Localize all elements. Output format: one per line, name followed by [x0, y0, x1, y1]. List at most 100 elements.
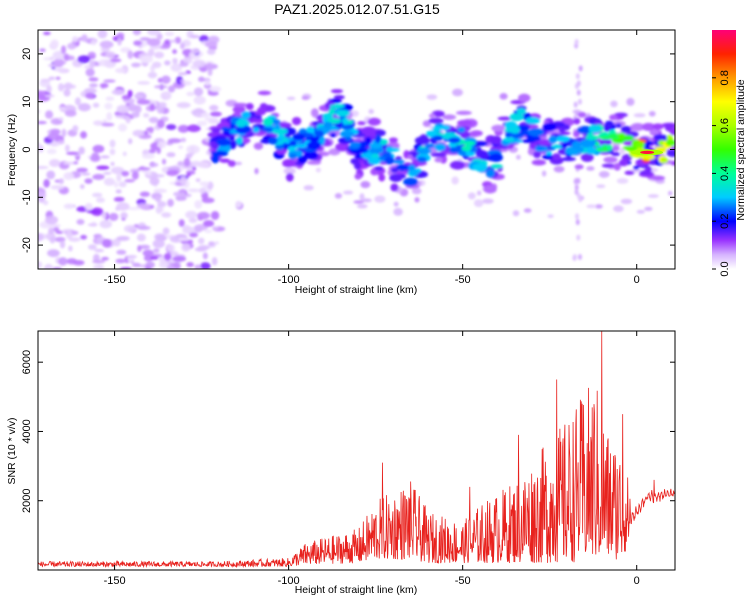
- spectrogram-cell: [86, 209, 101, 214]
- spectrogram-cell: [428, 117, 444, 124]
- spectrogram-cell: [44, 263, 54, 269]
- spectrogram-cell: [57, 83, 65, 92]
- spectrogram-cell: [208, 241, 215, 246]
- spectrogram-cell: [55, 76, 61, 80]
- spectrogram-cell: [417, 156, 427, 163]
- spectrogram-cell: [197, 245, 210, 250]
- spectrogram-cell: [72, 125, 79, 133]
- spectrogram-cell: [116, 32, 125, 39]
- spectrogram-cell: [94, 248, 105, 253]
- spectrogram-cell: [641, 122, 656, 131]
- spectrogram-cell: [167, 138, 182, 144]
- spectrogram-cell: [46, 148, 57, 155]
- spectrogram-cell: [89, 83, 98, 88]
- spectrogram-cell: [181, 243, 191, 252]
- spectrogram-cell: [115, 67, 126, 74]
- spectrogram-cell: [48, 76, 56, 81]
- spectrogram-cell: [68, 237, 81, 242]
- spectrogram-cell: [455, 110, 472, 116]
- spectrogram-cell: [285, 173, 294, 182]
- spectrogram-cell: [124, 178, 136, 183]
- spectrogram-cell: [287, 145, 296, 152]
- spectrogram-cell: [620, 125, 631, 134]
- spectrogram-cell: [194, 264, 202, 269]
- spectrogram-cell: [461, 145, 472, 152]
- spectrogram-cell: [613, 162, 621, 171]
- spectrogram-cell: [43, 179, 50, 188]
- spectrogram-cell: [369, 142, 383, 149]
- spectrogram-cell: [58, 117, 64, 121]
- spectrogram-cell: [76, 167, 88, 173]
- spectrogram-cell: [301, 96, 310, 100]
- spectrogram-cell: [125, 116, 131, 124]
- spectrogram-cell: [573, 178, 578, 185]
- spectrogram-cell: [234, 161, 243, 166]
- spectrogram-cell: [47, 249, 60, 258]
- spectrogram-cell: [252, 127, 260, 133]
- spectrogram-cell: [193, 95, 206, 105]
- spectrogram-cell: [426, 94, 438, 100]
- spectrogram-cell: [118, 181, 127, 188]
- spectrogram-cell: [329, 132, 337, 138]
- spectrogram-cell: [358, 140, 368, 149]
- spectrogram-cell: [452, 88, 463, 97]
- spectrogram-cell: [161, 75, 171, 84]
- spectrogram-cell: [303, 151, 319, 159]
- spectrogram-cell: [669, 127, 675, 136]
- spectrogram-cell: [306, 126, 315, 135]
- spectrogram-cell: [341, 123, 354, 130]
- spectrogram-cell: [84, 87, 97, 94]
- spectrogram-cell: [611, 152, 621, 157]
- spectrogram-cell: [432, 125, 442, 132]
- spectrogram-cell: [575, 219, 580, 226]
- spectrogram-cell: [50, 39, 59, 49]
- colorbar: 0.0 0.2 0.4 0.6 0.8 Normalized spectral ampl…: [712, 30, 747, 277]
- spectrogram-cell: [84, 178, 93, 184]
- spectrogram-cell: [233, 102, 248, 108]
- spectrogram-cell: [136, 233, 146, 242]
- spectrogram-cell: [636, 209, 645, 214]
- spectrogram-cell: [38, 144, 44, 153]
- spectrogram-cell: [198, 35, 209, 43]
- spectrogram-cell: [525, 117, 540, 125]
- spectrogram-cell: [523, 208, 532, 213]
- spectrogram-cell: [596, 184, 606, 189]
- spectrogram-cell: [232, 105, 246, 114]
- spectrogram-cell: [146, 38, 161, 47]
- spectrogram-cell: [161, 212, 172, 218]
- spectrogram-cell: [168, 39, 177, 43]
- y-tick-label: -20: [21, 237, 33, 253]
- spectrogram-cell: [80, 234, 88, 240]
- spectrogram-cell: [63, 53, 70, 61]
- spectrogram-cell: [183, 157, 191, 167]
- snr-panel: -150 -100 -50 0 2000 4000 6000 Height of stra…: [6, 330, 676, 596]
- spectrogram-cell: [574, 184, 579, 191]
- spectrogram-cell: [139, 244, 151, 250]
- spectrogram-cell: [115, 189, 122, 194]
- spectrogram-cell: [116, 235, 130, 241]
- spectrogram-cell: [588, 124, 602, 134]
- spectrogram-cell: [93, 120, 104, 126]
- spectrogram-cell: [154, 174, 165, 178]
- spectrogram-cell: [99, 40, 114, 49]
- spectrogram-cell: [187, 188, 200, 193]
- spectrogram-cell: [204, 79, 211, 86]
- spectrogram-cell: [268, 137, 278, 145]
- spectrogram-cell: [186, 91, 195, 97]
- spectrogram-cell: [152, 239, 165, 249]
- spectrogram-cell: [476, 190, 482, 196]
- spectrogram-cell: [167, 198, 174, 207]
- spectrogram-cell: [148, 116, 159, 124]
- spectrogram-cell: [615, 123, 622, 128]
- spectrogram-cell: [439, 125, 451, 131]
- spectrogram-cell: [368, 157, 381, 165]
- spectrogram-cell: [192, 59, 206, 68]
- spectrogram-cell: [515, 154, 521, 160]
- spectrogram-cell: [553, 165, 565, 173]
- spectrogram-cell: [133, 40, 143, 46]
- spectrogram-cell: [613, 205, 624, 213]
- spectrogram-cell: [497, 116, 512, 121]
- spectrogram-cell: [199, 181, 210, 187]
- spectrogram-cell: [403, 177, 419, 187]
- spectrogram-cell: [103, 79, 116, 83]
